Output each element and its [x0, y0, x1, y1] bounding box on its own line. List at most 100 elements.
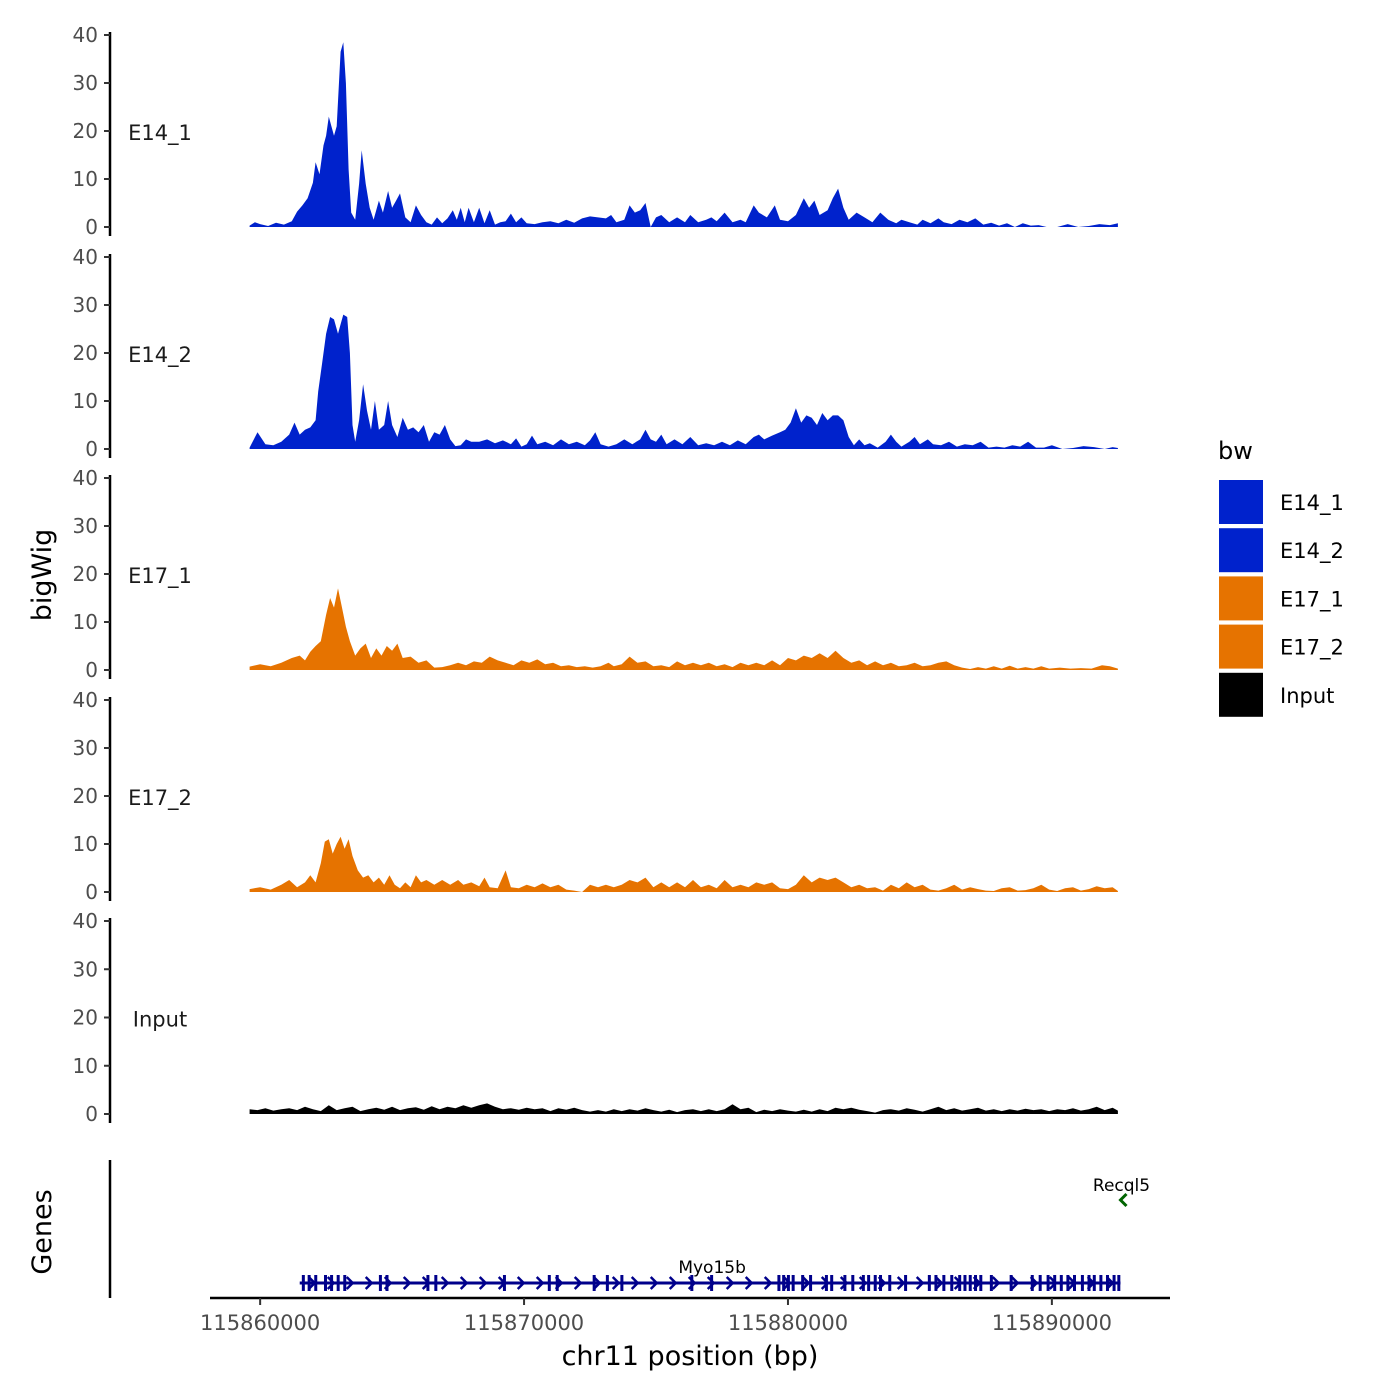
- strand-arrow: [459, 1276, 469, 1290]
- exon: [605, 1275, 609, 1291]
- x-axis-label: chr11 position (bp): [562, 1341, 819, 1372]
- strand-arrow: [478, 1276, 488, 1290]
- strand-arrow: [440, 1276, 450, 1290]
- x-axis: 115860000 115870000 115880000 115890000: [200, 1296, 1170, 1335]
- y-tick-label: 0: [85, 658, 98, 682]
- y-tick-label: 10: [73, 832, 98, 856]
- area-E17_1: [249, 588, 1118, 670]
- track-Input: 0 10 20 30 40 Input: [73, 909, 1118, 1126]
- area-E14_2: [249, 314, 1118, 449]
- exon: [434, 1275, 438, 1291]
- exon: [555, 1275, 559, 1291]
- track-label-E17_1: E17_1: [128, 564, 192, 589]
- y-tick-label: 20: [73, 1006, 98, 1030]
- exon: [710, 1275, 714, 1291]
- legend-title: bw: [1218, 437, 1253, 465]
- y-tick-label: 0: [85, 215, 98, 239]
- y-tick-label: 40: [73, 688, 98, 712]
- strand-arrow: [535, 1276, 545, 1290]
- genes-panel: Myo15b Recql5: [108, 1160, 1150, 1298]
- track-E17_2: 0 10 20 30 40 E17_2: [73, 688, 1118, 904]
- exon: [307, 1275, 311, 1291]
- track-label-E14_1: E14_1: [128, 121, 192, 146]
- gene-name-Recql5: Recql5: [1093, 1176, 1150, 1196]
- exon: [690, 1275, 694, 1291]
- x-tick-label: 115860000: [200, 1311, 320, 1335]
- y-tick-label: 10: [73, 1054, 98, 1078]
- y-tick-label: 30: [73, 736, 98, 760]
- track-label-E17_2: E17_2: [128, 786, 192, 811]
- exon: [867, 1275, 871, 1291]
- strand-arrow: [649, 1276, 659, 1290]
- legend-item-E17_1: E17_1: [1219, 576, 1344, 621]
- strand-arrow: [611, 1276, 621, 1290]
- strand-arrow: [896, 1276, 906, 1290]
- strand-arrow: [573, 1276, 583, 1290]
- exon: [888, 1275, 892, 1291]
- exon: [1112, 1275, 1116, 1291]
- track-E14_2: 0 10 20 30 40 E14_2: [73, 245, 1118, 461]
- y-tick-label: 10: [73, 167, 98, 191]
- legend-item-E17_2: E17_2: [1219, 624, 1344, 669]
- x-tick-label: 115890000: [992, 1311, 1112, 1335]
- exon: [385, 1275, 389, 1291]
- y-tick-label: 20: [73, 341, 98, 365]
- exon: [330, 1275, 334, 1291]
- genes-axis-label: Genes: [27, 1189, 58, 1274]
- exon: [1009, 1275, 1013, 1291]
- legend-swatch: [1219, 672, 1263, 717]
- x-tick-label: 115870000: [464, 1311, 584, 1335]
- strand-arrow: [744, 1276, 754, 1290]
- exon: [336, 1275, 340, 1291]
- legend-swatch: [1219, 576, 1263, 621]
- exon: [873, 1275, 877, 1291]
- strand-arrow: [364, 1276, 374, 1290]
- strand-arrow: [763, 1276, 773, 1290]
- x-tick-label: 115880000: [728, 1311, 848, 1335]
- legend-item-Input: Input: [1219, 672, 1334, 717]
- strand-arrow: [1010, 1276, 1020, 1290]
- exon: [426, 1275, 430, 1291]
- y-tick-label: 30: [73, 71, 98, 95]
- exon: [904, 1275, 908, 1291]
- strand-arrow: [839, 1276, 849, 1290]
- strand-arrow: [345, 1276, 355, 1290]
- y-tick-label: 30: [73, 514, 98, 538]
- legend-label: E17_2: [1280, 636, 1344, 661]
- legend-label: E14_2: [1280, 539, 1344, 564]
- strand-arrow: [858, 1276, 868, 1290]
- track-E14_1: 0 10 20 30 40 E14_1: [73, 23, 1118, 239]
- track-E17_1: 0 10 20 30 40 E17_1: [73, 466, 1118, 682]
- exon: [934, 1275, 938, 1291]
- y-tick-label: 30: [73, 957, 98, 981]
- exon: [1117, 1275, 1121, 1291]
- exon: [782, 1275, 786, 1291]
- exon: [592, 1275, 596, 1291]
- strand-arrow: [326, 1276, 336, 1290]
- exon: [968, 1275, 972, 1291]
- legend-swatch: [1219, 480, 1263, 524]
- y-tick-label: 30: [73, 293, 98, 317]
- exon: [786, 1275, 790, 1291]
- exon: [343, 1275, 347, 1291]
- exon: [378, 1275, 382, 1291]
- exon: [791, 1275, 795, 1291]
- exon: [958, 1275, 962, 1291]
- strand-arrow: [801, 1276, 811, 1290]
- exon: [974, 1275, 978, 1291]
- exon: [777, 1275, 781, 1291]
- y-tick-label: 0: [85, 1102, 98, 1126]
- y-tick-label: 20: [73, 784, 98, 808]
- strand-arrow: [516, 1276, 526, 1290]
- exon: [502, 1275, 506, 1291]
- exon: [879, 1275, 883, 1291]
- exon: [324, 1275, 328, 1291]
- strand-arrow: [725, 1276, 735, 1290]
- exon: [942, 1275, 946, 1291]
- exon: [861, 1275, 865, 1291]
- exon: [824, 1275, 828, 1291]
- y-tick-label: 20: [73, 562, 98, 586]
- y-tick-label: 40: [73, 909, 98, 933]
- legend-swatch: [1219, 624, 1263, 669]
- exon: [809, 1275, 813, 1291]
